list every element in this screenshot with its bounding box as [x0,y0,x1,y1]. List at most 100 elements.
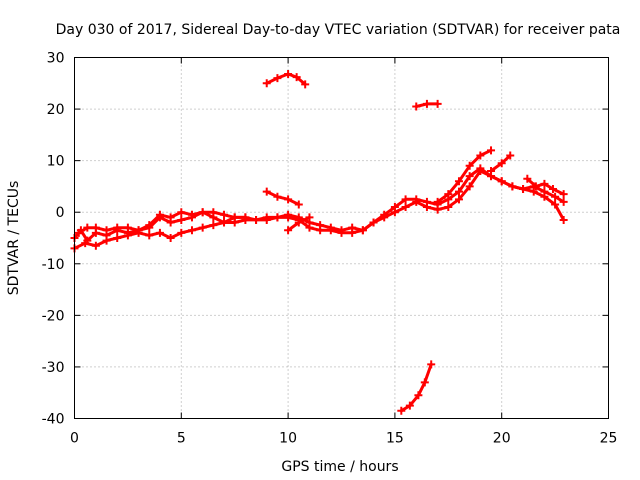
series-line [265,190,301,206]
data-point [506,151,515,160]
data-point [540,179,549,188]
data-point [380,213,389,222]
series-track-d [433,146,496,206]
data-point [559,190,568,199]
y-axis-label: SDTVAR / TECUs [6,181,22,296]
data-point [412,197,421,206]
data-point [284,195,293,204]
data-point [454,195,463,204]
data-point [187,226,196,235]
data-point [166,213,175,222]
data-point [444,203,453,212]
grid-lines [74,57,609,419]
data-point [420,378,429,387]
data-point [401,203,410,212]
data-point [551,200,560,209]
data-point [497,177,506,186]
data-point [390,208,399,217]
data-point [166,234,175,242]
y-tick-label: 0 [56,205,65,221]
data-point [284,70,293,79]
data-point [326,226,335,235]
data-point [497,159,506,168]
data-point [476,151,485,160]
data-point [134,226,143,235]
data-point [540,192,549,201]
data-point [433,197,442,206]
series-line [73,169,566,250]
data-point [155,228,164,237]
data-point [487,146,496,155]
series-track-i [412,99,442,111]
data-point [519,185,528,194]
data-point [454,187,463,196]
x-tick-label: 5 [177,431,186,447]
data-point [91,223,100,232]
y-tick-label: 10 [47,154,65,170]
data-point [198,208,207,217]
data-point [262,79,271,88]
series-track-g [262,187,303,209]
data-point [241,213,250,222]
data-point [273,213,282,222]
data-point [102,226,111,235]
data-point [433,205,442,214]
data-point [401,195,410,204]
x-tick-label: 20 [493,431,511,447]
data-point [198,223,207,232]
data-point [523,174,532,183]
data-point [412,102,421,111]
data-point [476,166,485,175]
data-point [113,223,122,232]
data-point [465,161,474,170]
axis-ticks [74,57,609,419]
y-tick-label: -20 [42,308,65,324]
series-track-b [70,166,568,253]
data-point [508,182,517,191]
data-point [414,391,423,400]
data-point [531,182,540,191]
data-point [294,200,303,209]
data-point [145,221,154,230]
data-point [177,208,186,217]
data-point [397,406,406,415]
data-point [262,215,271,224]
plot-frame [74,57,609,419]
data-point [422,99,431,108]
chart-title: Day 030 of 2017, Sidereal Day-to-day VTE… [56,22,621,38]
data-point [113,234,122,242]
data-point [358,226,367,235]
y-tick-label: -10 [42,257,65,273]
data-point [81,239,90,248]
data-point [294,218,303,227]
data-point [102,236,111,245]
data-point [83,223,92,232]
series-line [265,72,307,86]
data-point [123,231,132,240]
y-tick-label: -40 [42,412,65,428]
data-point [74,228,83,237]
data-point [305,213,314,222]
y-tick-label: 20 [47,102,65,118]
data-point [273,74,282,83]
y-tick-label: 30 [47,51,65,67]
data-point [305,223,314,232]
data-point [348,228,357,237]
series-track-c [74,208,250,237]
series-track-e [487,151,515,175]
data-point [292,73,301,82]
x-tick-label: 10 [279,431,297,447]
data-point [444,190,453,199]
series-track-j [397,360,436,415]
data-point [422,203,431,212]
y-tick-label: -30 [42,360,65,376]
axis-tick-labels: 0 5 10 15 20 25 -40 -30 -20 -10 0 10 20 30 [42,51,618,447]
series-track-h [262,70,310,89]
x-tick-label: 0 [70,431,79,447]
data-point [427,360,436,369]
data-point [551,192,560,201]
data-point [487,166,496,175]
data-point [145,231,154,240]
